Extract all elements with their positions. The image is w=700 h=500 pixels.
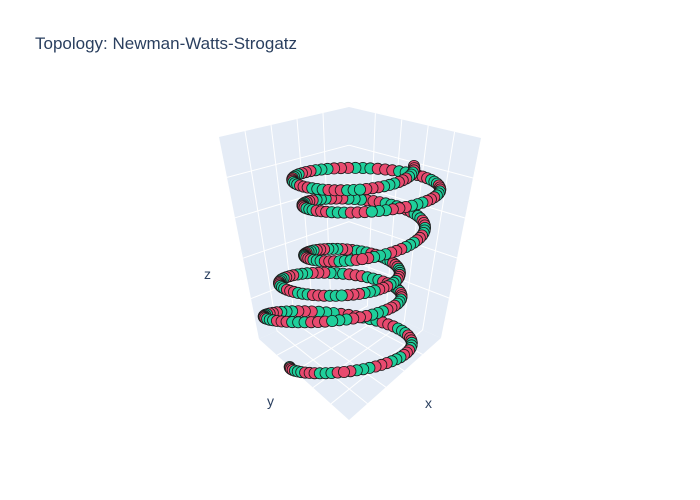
data-point [337, 365, 350, 378]
data-point [356, 253, 369, 266]
data-point [365, 205, 378, 218]
data-point [326, 314, 339, 327]
grid-line [244, 130, 278, 331]
data-points [257, 159, 447, 380]
data-point [335, 289, 348, 302]
grid-line [422, 131, 456, 331]
chart-title: Topology: Newman-Watts-Strogatz [35, 34, 298, 53]
grid-line [242, 221, 350, 259]
data-point [353, 183, 366, 196]
grid-line [296, 118, 314, 315]
grid-line [403, 125, 429, 323]
pane-left [219, 107, 349, 339]
z-axis-label: z [204, 266, 211, 282]
grid-line [348, 221, 458, 259]
grid-line [276, 330, 368, 404]
x-axis-label: x [425, 395, 432, 411]
grid-line [226, 144, 350, 178]
grid-line [294, 322, 387, 388]
y-axis-label: y [267, 393, 274, 409]
pane-right [349, 107, 481, 338]
